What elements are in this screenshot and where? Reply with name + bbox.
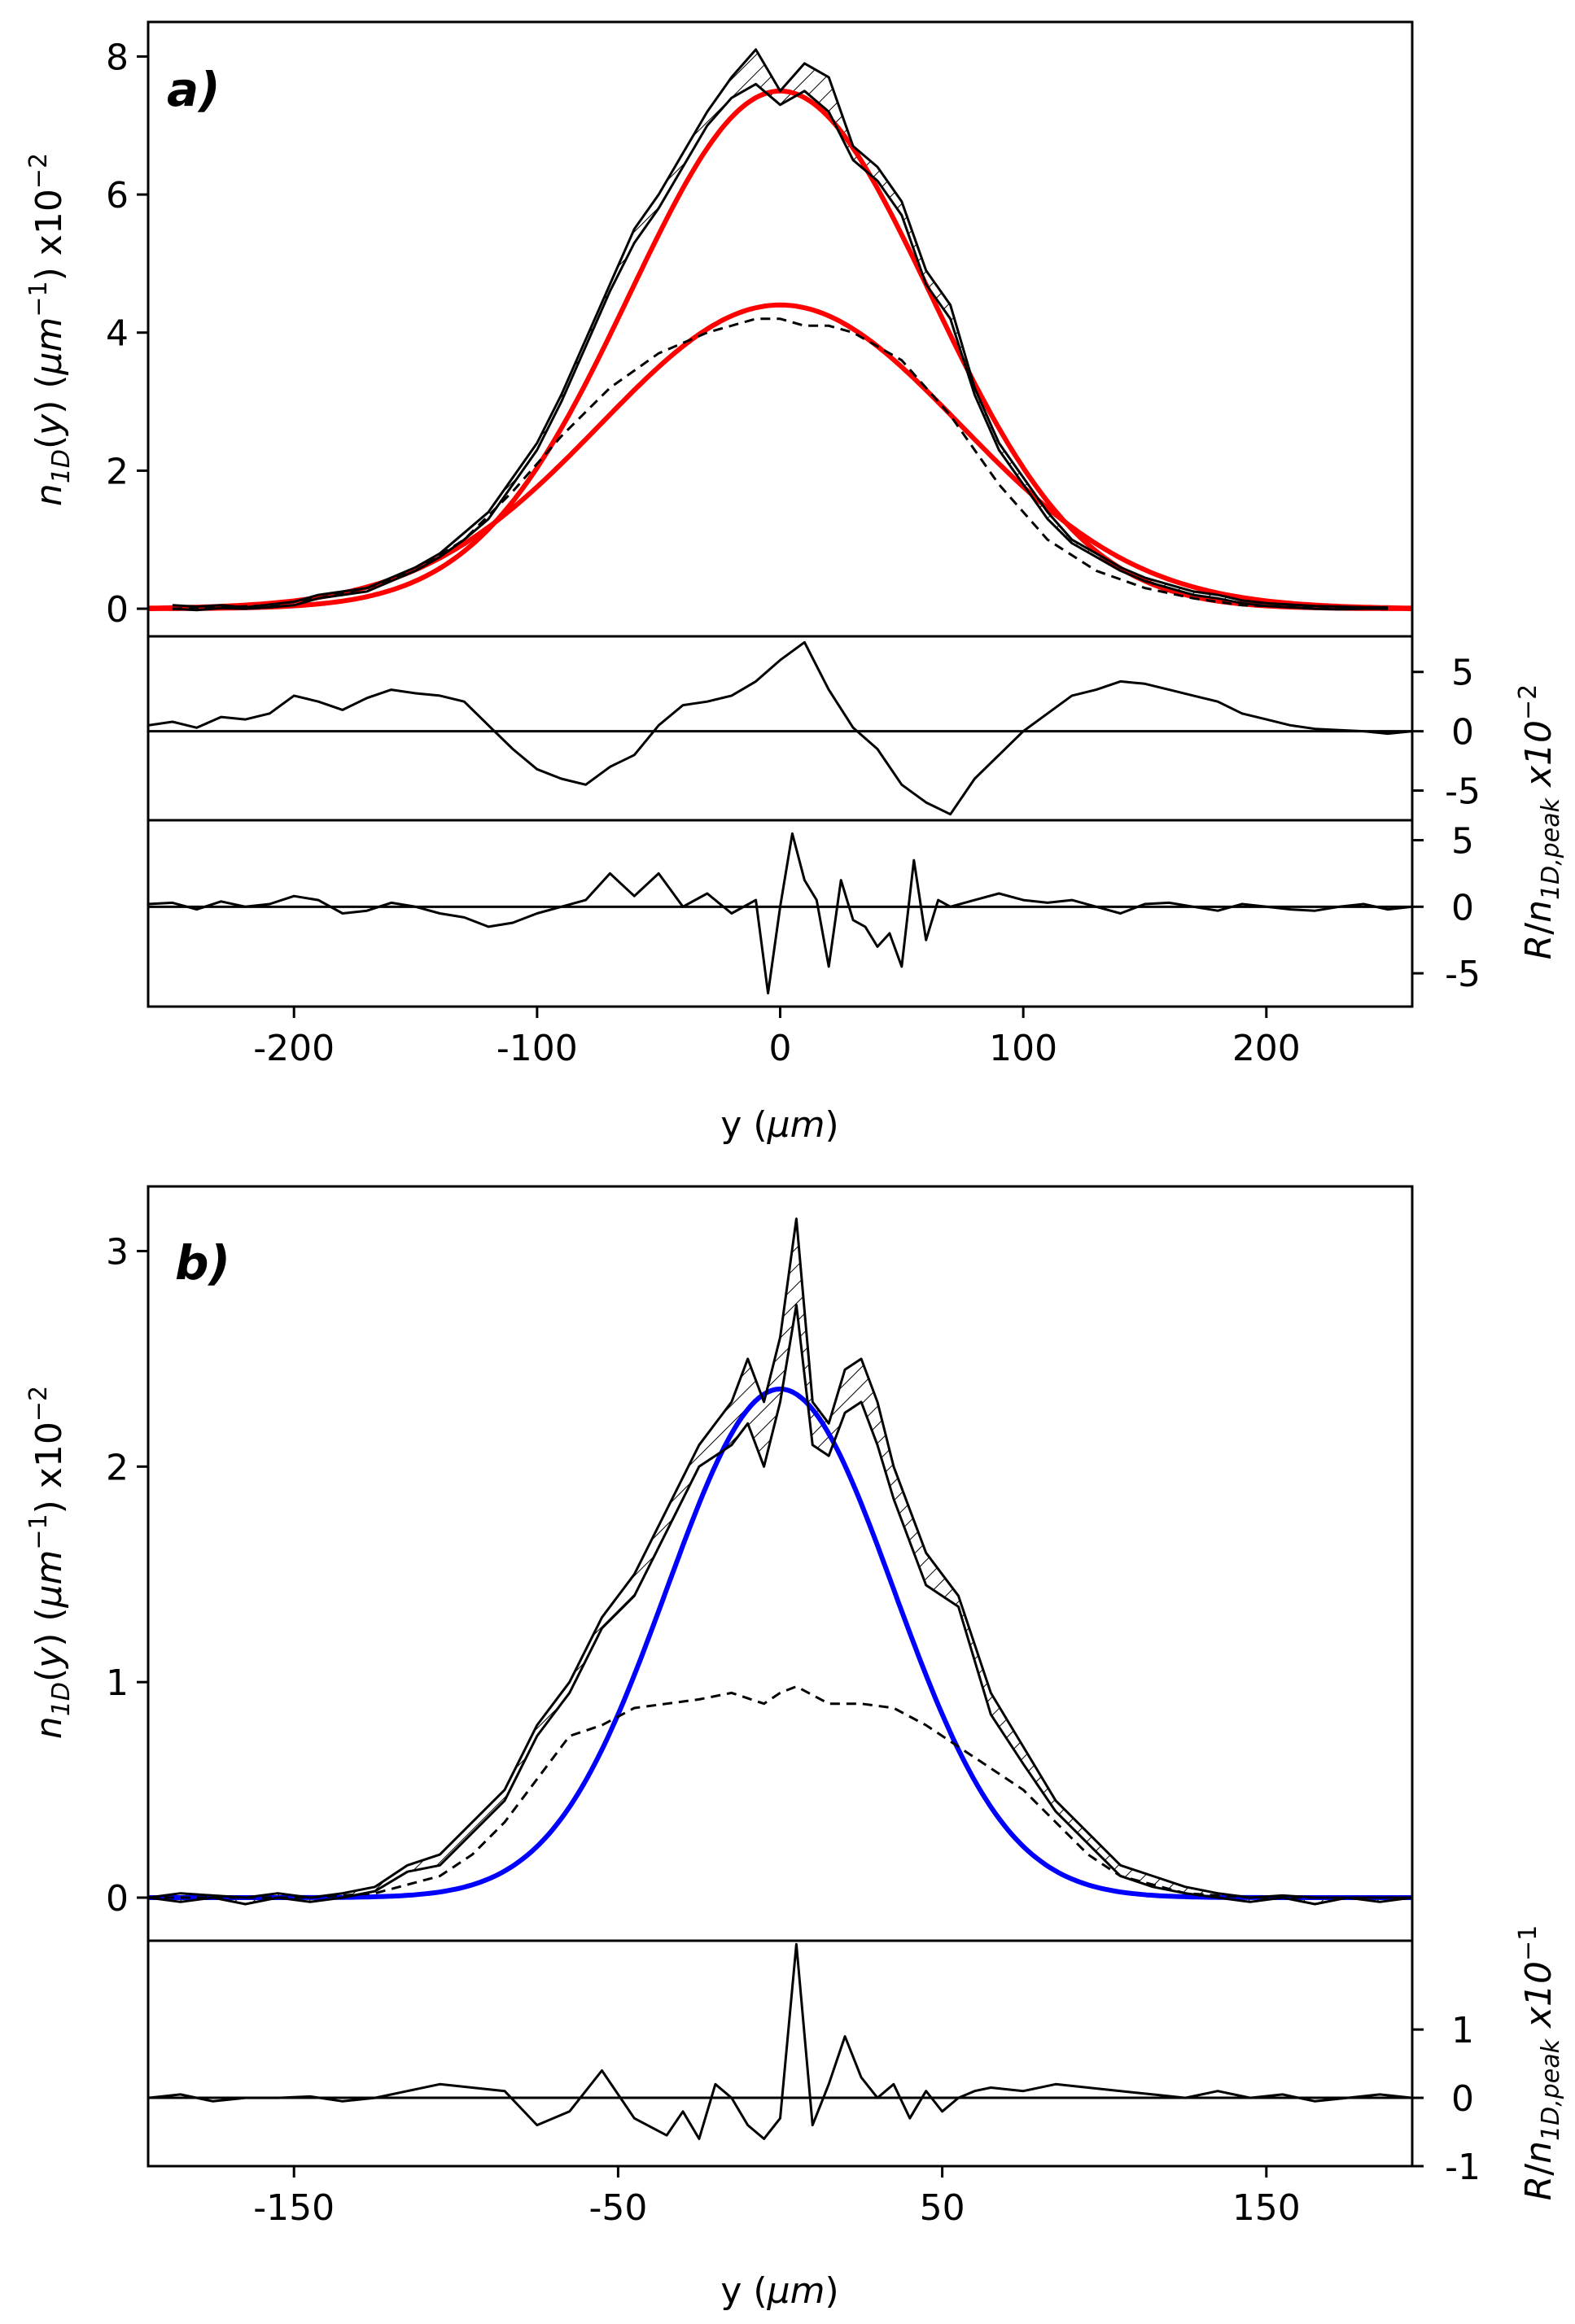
panel-a-plot-area xyxy=(148,48,1412,612)
y-tick-label: 1 xyxy=(106,1662,129,1704)
residual-b-y-axis-label: R/n1D,peak x10−1 xyxy=(1514,1925,1565,2201)
panel-b: b) n1D(y) (μm−1) x10−2 0 1 2 3 xyxy=(24,1185,1414,1942)
y-tick-label: 0 xyxy=(1451,2078,1474,2120)
x-tick-label: -150 xyxy=(253,2187,335,2229)
panel-b-frame xyxy=(147,1185,1414,1942)
residual-b: -1 0 1 -150 -50 50 150 y (μm) R/n1D,peak x10−… xyxy=(147,1925,1565,2312)
x-tick-label: -100 xyxy=(497,1028,578,1069)
x-tick-label: 200 xyxy=(1232,1028,1301,1069)
series-fit-blue xyxy=(148,1387,1412,1900)
y-tick-label: 0 xyxy=(106,1878,129,1920)
x-tick-label: -200 xyxy=(253,1028,335,1069)
series-fit-thermal-red xyxy=(148,302,1412,611)
series-fit-total-red xyxy=(148,88,1412,611)
panel-b-x-axis-label: y (μm) xyxy=(720,2270,838,2312)
y-tick-label: 6 xyxy=(106,175,129,216)
panel-b-label: b) xyxy=(175,1235,230,1291)
y-tick-label: 5 xyxy=(1451,653,1474,694)
uncertainty-band xyxy=(148,1218,1412,1904)
series-data-thermal-dashed xyxy=(148,1685,1412,1899)
panel-a-x-axis-label: y (μm) xyxy=(720,1104,838,1146)
uncertainty-band xyxy=(172,49,1389,610)
x-tick-label: 0 xyxy=(769,1028,792,1069)
residual-a1: -5 0 5 xyxy=(147,635,1481,822)
series-residual xyxy=(148,832,1412,995)
y-tick-label: -5 xyxy=(1445,771,1481,813)
series-data-thermal-dashed xyxy=(172,317,1389,610)
y-tick-label: -5 xyxy=(1445,954,1481,995)
panel-a-y-axis-label: n1D(y) (μm−1) x10−2 xyxy=(24,153,76,506)
y-tick-label: 4 xyxy=(106,313,129,355)
panel-a-frame xyxy=(147,20,1414,638)
residual-a1-frame xyxy=(147,635,1414,822)
y-tick-label: 0 xyxy=(1451,712,1474,754)
panel-a: a) n1D(y) (μm−1) x10−2 0 2 4 6 8 xyxy=(24,20,1414,638)
residual-b-y-ticks: -1 0 1 xyxy=(1412,2010,1481,2188)
y-tick-label: 8 xyxy=(106,37,129,78)
y-tick-label: 0 xyxy=(106,589,129,631)
y-tick-label: 5 xyxy=(1451,821,1474,863)
residual-b-x-ticks: -150 -50 50 150 xyxy=(253,2166,1301,2229)
series-residual xyxy=(148,1942,1412,2140)
x-tick-label: 50 xyxy=(920,2187,965,2229)
residual-a2-y-ticks: -5 0 5 xyxy=(1412,821,1481,995)
residual-a2: -5 0 5 -200 -100 0 100 200 y (μm) R/n1D,peak x… xyxy=(147,684,1565,1146)
residual-a1-y-ticks: -5 0 5 xyxy=(1412,653,1481,813)
y-tick-label: 2 xyxy=(106,1447,129,1488)
x-tick-label: 150 xyxy=(1232,2187,1301,2229)
series-data-lower xyxy=(172,82,1389,612)
y-tick-label: 3 xyxy=(106,1231,129,1273)
y-tick-label: 0 xyxy=(1451,887,1474,928)
residual-b-frame xyxy=(147,1939,1414,2168)
series-data-upper xyxy=(148,1217,1412,1899)
series-data-upper xyxy=(172,48,1389,609)
panel-b-y-axis-label: n1D(y) (μm−1) x10−2 xyxy=(24,1386,76,1739)
series-residual xyxy=(148,640,1412,816)
panel-b-y-ticks: 0 1 2 3 xyxy=(106,1231,148,1920)
y-tick-label: -1 xyxy=(1445,2147,1481,2188)
y-tick-label: 2 xyxy=(106,451,129,492)
residual-a-y-axis-label: R/n1D,peak x10−2 xyxy=(1514,684,1565,960)
panel-a-y-ticks: 0 2 4 6 8 xyxy=(106,37,148,631)
panel-a-label: a) xyxy=(167,62,221,117)
x-tick-label: 100 xyxy=(989,1028,1057,1069)
y-tick-label: 1 xyxy=(1451,2010,1474,2051)
series-data-lower xyxy=(148,1304,1412,1906)
x-tick-label: -50 xyxy=(588,2187,647,2229)
residual-a2-x-ticks: -200 -100 0 100 200 xyxy=(253,1007,1301,1069)
